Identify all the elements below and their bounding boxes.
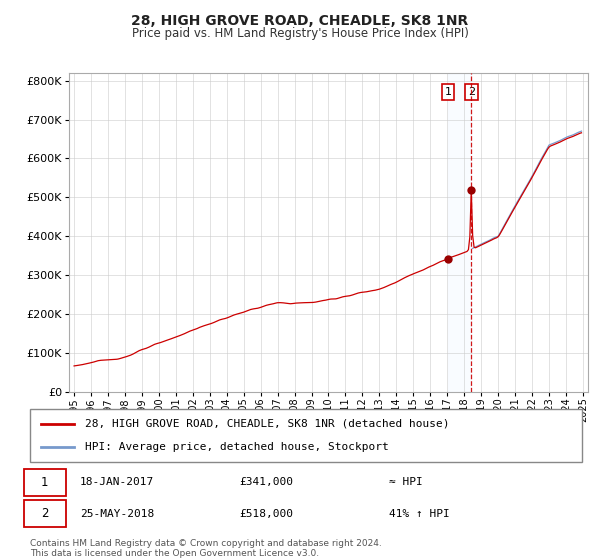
Text: 18-JAN-2017: 18-JAN-2017 [80, 477, 154, 487]
Text: 25-MAY-2018: 25-MAY-2018 [80, 509, 154, 519]
Text: HPI: Average price, detached house, Stockport: HPI: Average price, detached house, Stoc… [85, 442, 389, 452]
Text: ≈ HPI: ≈ HPI [389, 477, 422, 487]
Text: £518,000: £518,000 [240, 509, 294, 519]
Text: 2: 2 [41, 507, 49, 520]
Text: 2: 2 [468, 87, 475, 97]
Text: 28, HIGH GROVE ROAD, CHEADLE, SK8 1NR: 28, HIGH GROVE ROAD, CHEADLE, SK8 1NR [131, 14, 469, 28]
Text: 28, HIGH GROVE ROAD, CHEADLE, SK8 1NR (detached house): 28, HIGH GROVE ROAD, CHEADLE, SK8 1NR (d… [85, 419, 450, 429]
Text: Contains HM Land Registry data © Crown copyright and database right 2024.
This d: Contains HM Land Registry data © Crown c… [30, 539, 382, 558]
Text: Price paid vs. HM Land Registry's House Price Index (HPI): Price paid vs. HM Land Registry's House … [131, 27, 469, 40]
FancyBboxPatch shape [25, 501, 66, 528]
Text: 41% ↑ HPI: 41% ↑ HPI [389, 509, 449, 519]
Text: 1: 1 [445, 87, 452, 97]
Bar [448, 73, 472, 392]
Text: £341,000: £341,000 [240, 477, 294, 487]
FancyBboxPatch shape [30, 409, 582, 462]
FancyBboxPatch shape [25, 469, 66, 496]
Text: 1: 1 [41, 476, 49, 489]
